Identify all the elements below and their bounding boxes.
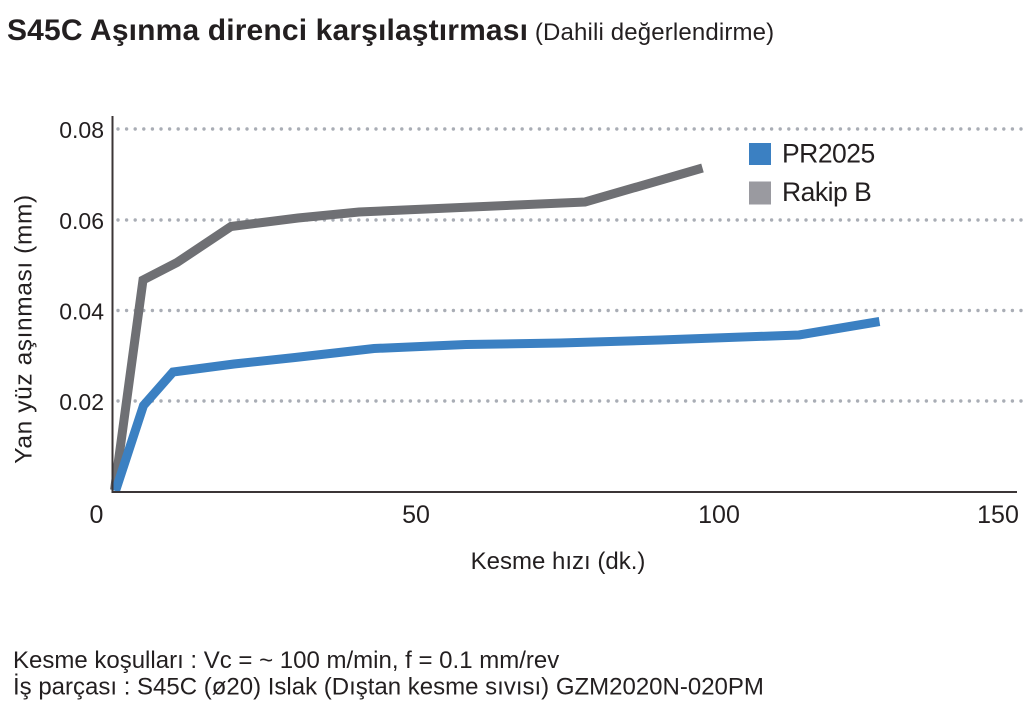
svg-text:Yan yüz aşınması (mm): Yan yüz aşınması (mm) <box>11 194 38 463</box>
svg-text:S45C Aşınma direnci karşılaştı: S45C Aşınma direnci karşılaştırması (Dah… <box>7 14 774 47</box>
svg-text:0: 0 <box>90 501 104 529</box>
svg-text:0.06: 0.06 <box>59 208 104 234</box>
svg-text:100: 100 <box>698 501 740 529</box>
svg-text:Kesme hızı (dk.): Kesme hızı (dk.) <box>471 548 646 575</box>
svg-text:Rakip B: Rakip B <box>782 177 871 207</box>
svg-text:0.02: 0.02 <box>59 389 104 415</box>
svg-text:50: 50 <box>402 501 430 529</box>
svg-text:PR2025: PR2025 <box>782 139 875 169</box>
svg-text:150: 150 <box>977 501 1019 529</box>
svg-text:Kesme koşulları : Vc = ~ 100 m: Kesme koşulları : Vc = ~ 100 m/min, f = … <box>13 647 559 674</box>
svg-text:İş parçası : S45C (ø20) Islak: İş parçası : S45C (ø20) Islak (Dıştan ke… <box>13 674 764 701</box>
svg-text:0.04: 0.04 <box>59 299 104 325</box>
svg-text:0.08: 0.08 <box>59 117 104 143</box>
